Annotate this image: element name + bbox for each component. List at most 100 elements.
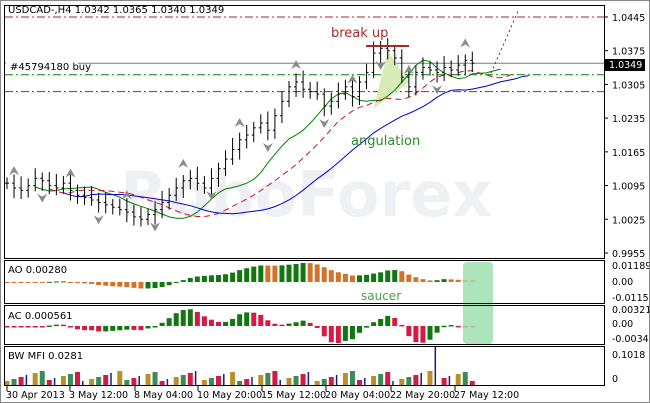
ao-bar — [208, 275, 214, 282]
price-bar — [392, 44, 397, 66]
fractal-up-icon — [121, 190, 132, 200]
mfi-bar — [293, 376, 299, 385]
ac-bar — [187, 309, 193, 326]
ao-bar — [300, 263, 306, 282]
mfi-bar — [258, 375, 264, 385]
mfi-title: BW MFI 0.0281 — [8, 351, 83, 362]
price-bar — [336, 82, 341, 109]
price-bar — [301, 70, 306, 98]
fractal-down-icon — [150, 222, 161, 232]
ao-bar — [173, 282, 179, 283]
ac-bar — [420, 326, 426, 343]
ao-bar — [187, 277, 193, 282]
symbol-header: USDCAD-,H4 1.0342 1.0365 1.0340 1.0349 — [8, 5, 224, 16]
ac-bar — [46, 325, 52, 327]
mfi-bar — [230, 372, 236, 385]
ac-bar — [152, 326, 158, 328]
ac-bar — [413, 326, 419, 343]
ac-bar — [399, 324, 405, 327]
ao-bar — [441, 279, 447, 282]
ao-bar — [272, 265, 278, 282]
mfi-bar — [307, 372, 310, 385]
ao-bar — [364, 274, 370, 282]
mfi-bar — [406, 377, 412, 385]
ao-bar — [230, 272, 236, 282]
ac-bar — [4, 326, 10, 328]
ao-bar — [406, 274, 412, 282]
ao-bar — [307, 263, 313, 282]
ac-bar — [321, 326, 327, 337]
y-tick-label: 1.0375 — [612, 47, 645, 58]
ao-bar — [293, 263, 299, 282]
price-bar — [19, 176, 24, 200]
ac-bar — [364, 326, 370, 328]
ao-bar — [138, 282, 144, 289]
mfi-bar — [89, 379, 95, 385]
ac-bar — [18, 326, 24, 328]
price-bar — [54, 174, 59, 196]
y-tick-label: 1.0095 — [612, 182, 645, 193]
price-bar — [202, 175, 207, 194]
ao-bar — [342, 273, 348, 282]
price-bar — [96, 192, 101, 213]
price-bar — [442, 56, 447, 82]
mfi-bar — [187, 373, 193, 385]
ao-bar — [385, 270, 391, 282]
ac-bar — [223, 321, 229, 326]
ac-bar — [230, 318, 236, 326]
mfi-bar — [138, 376, 140, 385]
ac-bar — [145, 326, 151, 329]
mfi-bar — [237, 381, 243, 385]
ao-bar — [378, 272, 384, 282]
ac-bar — [371, 322, 377, 326]
ac-bar — [279, 324, 285, 327]
fractal-down-icon — [37, 193, 48, 203]
x-tick-label: 3 May 12:00 — [69, 390, 128, 401]
price-bar — [188, 169, 193, 190]
ao-bar — [110, 282, 116, 287]
price-bar — [138, 206, 143, 227]
mfi-bar — [427, 371, 433, 385]
indicator-tick-label: -0.01159 — [612, 293, 650, 304]
ac-bar — [293, 322, 299, 326]
mfi-bar — [413, 375, 419, 385]
price-bar — [449, 60, 454, 78]
ao-bar — [392, 269, 398, 282]
ac-bar — [67, 326, 73, 328]
mfi-bar — [321, 379, 327, 385]
mfi-bar — [159, 381, 165, 385]
ac-bar — [244, 312, 250, 326]
x-tick-label: 15 May 12:00 — [261, 390, 326, 401]
ac-bar — [342, 326, 348, 341]
mfi-bar — [420, 373, 422, 385]
ao-bar — [46, 281, 52, 283]
fractal-down-icon — [375, 61, 386, 71]
ao-bar — [89, 282, 95, 284]
ac-bar — [110, 326, 116, 331]
mfi-bar — [110, 373, 112, 385]
mfi-bar — [441, 378, 447, 385]
mfi-bar — [335, 375, 338, 385]
ac-bar — [39, 326, 45, 328]
price-bar — [378, 41, 383, 64]
ac-bar — [251, 312, 257, 326]
ac-bar — [75, 326, 80, 330]
ac-bar — [131, 326, 137, 330]
mfi-bar — [300, 374, 306, 385]
price-bar — [61, 175, 66, 194]
ac-bar — [124, 326, 130, 330]
mfi-bar — [39, 371, 45, 385]
ao-bar — [251, 266, 257, 282]
x-tick-label: 8 May 04:00 — [134, 390, 193, 401]
ac-bar — [216, 321, 221, 326]
ac-bar — [349, 326, 355, 340]
ac-bar — [237, 314, 243, 326]
price-bar — [294, 73, 299, 97]
price-bar — [117, 198, 122, 216]
ac-bar — [455, 325, 461, 328]
mfi-bar — [448, 376, 451, 385]
mfi-bar — [251, 377, 253, 385]
ao-bar — [159, 282, 165, 288]
